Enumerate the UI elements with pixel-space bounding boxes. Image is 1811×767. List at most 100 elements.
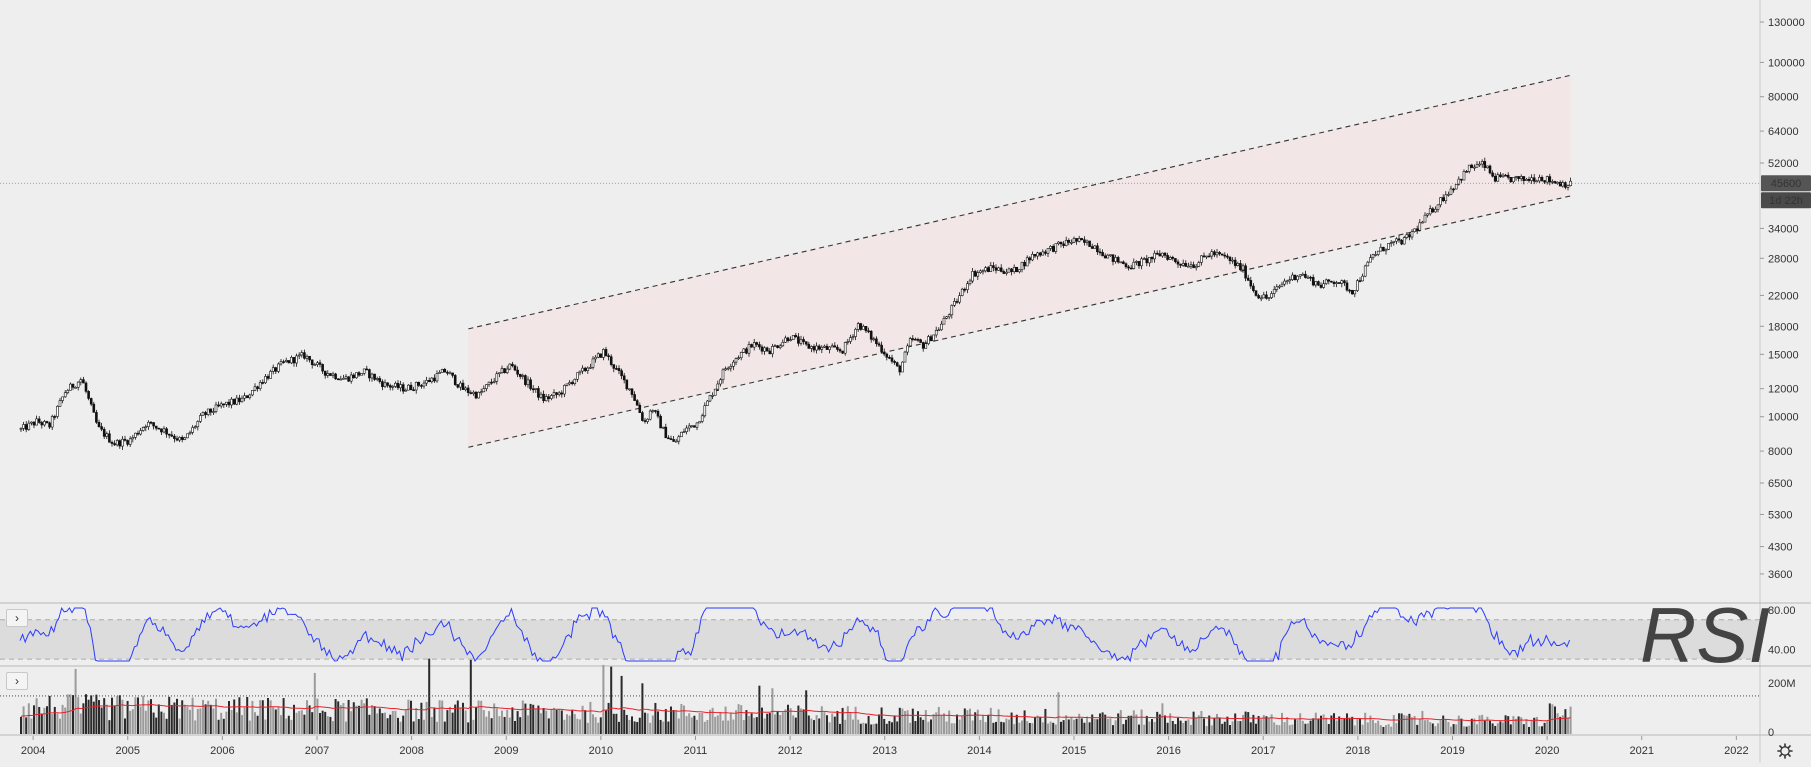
candle-body bbox=[37, 418, 41, 423]
candle-body bbox=[451, 372, 454, 376]
candle bbox=[607, 353, 610, 361]
candle bbox=[680, 431, 683, 438]
candle bbox=[115, 438, 119, 447]
candle bbox=[1018, 269, 1021, 274]
volume-bar bbox=[103, 698, 106, 734]
volume-bar bbox=[1340, 718, 1343, 734]
candle-body bbox=[1241, 265, 1245, 271]
candle-body bbox=[617, 368, 621, 371]
candle bbox=[628, 388, 631, 391]
candle-body bbox=[329, 373, 332, 376]
candle-body bbox=[1441, 197, 1445, 202]
volume-bar bbox=[774, 714, 776, 734]
candle bbox=[778, 343, 782, 350]
candle bbox=[968, 278, 972, 286]
rsi-pane-collapse-button[interactable]: › bbox=[6, 609, 28, 627]
volume-bar bbox=[696, 719, 698, 734]
candle bbox=[654, 409, 657, 414]
volume-bar bbox=[1203, 718, 1205, 734]
volume-bar bbox=[1234, 713, 1237, 734]
candle bbox=[672, 436, 675, 442]
candle bbox=[862, 324, 865, 330]
volume-bar bbox=[1135, 714, 1138, 734]
volume-bar bbox=[282, 698, 285, 734]
candle bbox=[994, 264, 998, 274]
candle-body bbox=[105, 433, 109, 437]
candle-body bbox=[791, 335, 795, 341]
candle-body bbox=[1379, 246, 1383, 252]
volume-bar bbox=[1005, 718, 1008, 734]
candle bbox=[45, 420, 49, 424]
candle-body bbox=[1106, 254, 1110, 259]
candle bbox=[1205, 255, 1208, 260]
settings-button[interactable] bbox=[1772, 741, 1798, 761]
volume-bar bbox=[316, 698, 319, 734]
candle bbox=[726, 366, 730, 371]
candle-body bbox=[79, 379, 83, 383]
candle bbox=[1517, 176, 1520, 182]
candle bbox=[1023, 259, 1026, 270]
volume-bar bbox=[438, 700, 441, 734]
candle bbox=[843, 341, 847, 356]
candle-body bbox=[1150, 257, 1154, 260]
candle-body bbox=[154, 425, 158, 429]
volume-bar bbox=[836, 710, 839, 734]
volume-bar bbox=[857, 719, 860, 734]
candle bbox=[212, 407, 215, 416]
volume-bar bbox=[1044, 708, 1047, 734]
volume-bar bbox=[729, 713, 732, 734]
volume-bar bbox=[1177, 717, 1179, 734]
candle-body bbox=[201, 412, 205, 416]
candle bbox=[71, 383, 75, 390]
candle-body bbox=[607, 355, 610, 357]
candle bbox=[1272, 285, 1276, 298]
volume-bar bbox=[930, 719, 932, 734]
volume-pane-collapse-button[interactable]: › bbox=[6, 672, 28, 690]
candle-body bbox=[1254, 290, 1258, 296]
candle-body bbox=[48, 422, 51, 428]
candle-body bbox=[971, 271, 974, 282]
volume-bar bbox=[545, 710, 548, 734]
candle bbox=[32, 421, 36, 429]
volume-bar bbox=[1164, 715, 1166, 734]
candle-body bbox=[1064, 240, 1068, 246]
candle-body bbox=[947, 314, 951, 318]
candle bbox=[802, 336, 805, 345]
candle bbox=[1366, 260, 1370, 267]
volume-bar bbox=[839, 723, 841, 734]
volume-bar bbox=[1325, 717, 1328, 734]
candle bbox=[287, 360, 291, 364]
candle bbox=[360, 373, 363, 376]
volume-bar bbox=[142, 695, 145, 734]
volume-bar bbox=[732, 719, 735, 734]
candle-body bbox=[524, 375, 527, 385]
candle bbox=[230, 397, 233, 409]
candle bbox=[1096, 243, 1099, 256]
candle-body bbox=[1400, 239, 1403, 245]
volume-bar bbox=[105, 704, 108, 734]
volume-bar bbox=[168, 696, 171, 734]
candle-body bbox=[994, 267, 998, 271]
candle bbox=[248, 393, 252, 400]
candle bbox=[1002, 269, 1006, 275]
candle bbox=[238, 394, 241, 405]
candle bbox=[102, 427, 106, 440]
candle-body bbox=[1166, 255, 1169, 260]
volume-bar bbox=[534, 708, 537, 734]
price-tick-label: 130000 bbox=[1768, 17, 1805, 29]
volume-bar bbox=[157, 704, 160, 734]
candle bbox=[906, 343, 909, 356]
candle bbox=[1527, 176, 1531, 183]
candle-body bbox=[1330, 280, 1333, 283]
candle bbox=[201, 411, 205, 416]
candle bbox=[1181, 259, 1185, 267]
volume-bar bbox=[186, 706, 189, 734]
volume-bar bbox=[233, 699, 236, 734]
volume-bar bbox=[573, 714, 576, 734]
volume-bar bbox=[449, 706, 451, 734]
volume-bar bbox=[940, 715, 943, 734]
candle bbox=[74, 386, 77, 389]
candle-body bbox=[804, 341, 808, 345]
